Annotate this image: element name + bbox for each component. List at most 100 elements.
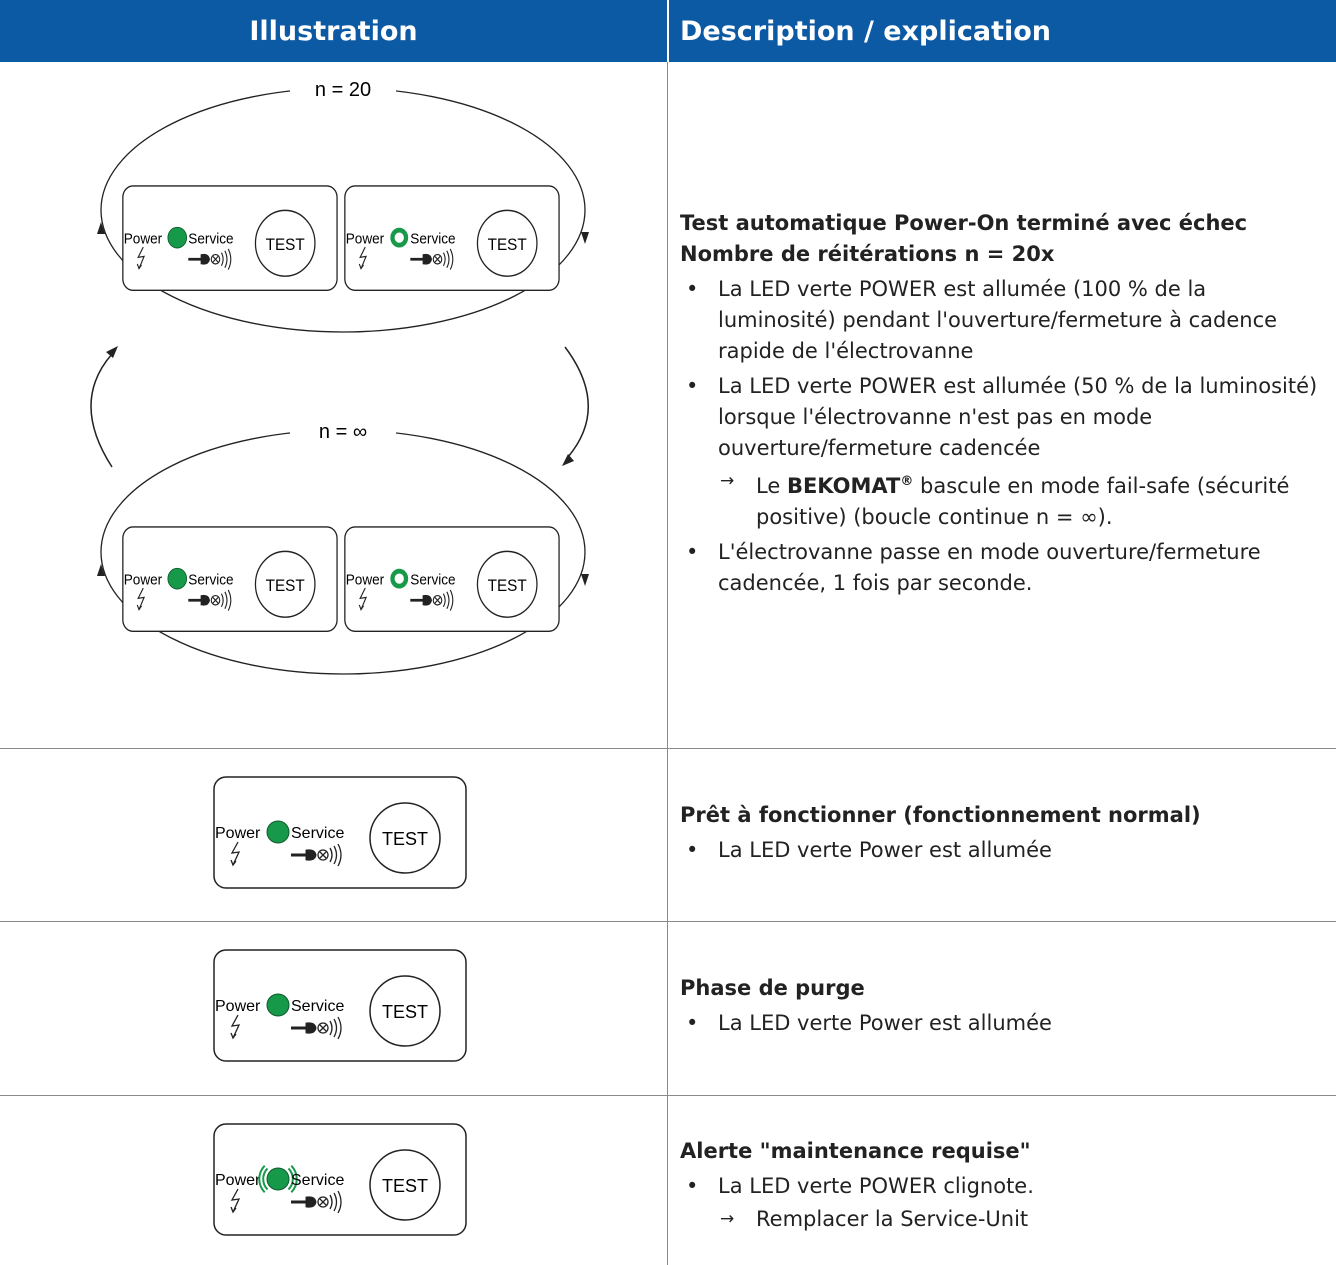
test-button: [369, 975, 441, 1047]
test-label: TEST: [382, 829, 428, 849]
lightning-icon: [230, 1188, 241, 1214]
lightning-icon: [136, 246, 146, 270]
lightning-icon: [136, 587, 146, 611]
test-button: [369, 802, 441, 874]
sub-list: Le BEKOMAT® bascule en mode fail-safe (s…: [718, 466, 1320, 533]
label-gap: [290, 416, 396, 444]
blink-arc: [262, 1167, 269, 1191]
signal-waves: [434, 248, 454, 270]
arrowhead: [581, 232, 589, 244]
signal-icon: [317, 1196, 329, 1208]
bullet-item: La LED verte POWER est allumée (50 % de …: [680, 371, 1320, 533]
bullet-item: La LED verte Power est allumée: [680, 835, 1320, 866]
illustration-cell: n = 20 n = ∞ Power Service TEST Power Service T…: [0, 62, 668, 748]
power-label: Power: [346, 231, 385, 248]
illustration: n = 20 n = ∞ Power Service TEST Power Service T…: [90, 74, 589, 675]
description-title: Phase de purge: [680, 976, 865, 1000]
illustration: Power Service TEST: [213, 949, 467, 1062]
bullet-text: La LED verte POWER est allumée (50 % de …: [718, 373, 1318, 460]
control-panel: Power Service TEST: [213, 949, 467, 1062]
lightning-icon: [358, 246, 368, 270]
bullet-text: L'électrovanne passe en mode ouverture/f…: [718, 539, 1261, 595]
description-title: Test automatique Power-On terminé avec é…: [680, 210, 1248, 235]
signal-waves: [319, 843, 342, 867]
signal-icon: [317, 849, 329, 861]
power-label: Power: [215, 1172, 261, 1189]
bullet-text: La LED verte POWER clignote.: [718, 1174, 1034, 1198]
description-title: Alerte "maintenance requise": [680, 1139, 1031, 1163]
label-gap: [290, 74, 396, 102]
loop-label: n = 20: [315, 79, 371, 101]
control-panel: Power Service TEST: [344, 526, 560, 632]
led: [390, 568, 409, 589]
sub-text: BEKOMAT: [786, 473, 901, 498]
signal-waves: [212, 589, 232, 611]
sub-text: Le: [756, 473, 787, 498]
service-label: Service: [188, 231, 233, 248]
power-label: Power: [124, 572, 163, 589]
led: [266, 820, 290, 844]
header-illustration: Illustration: [0, 0, 667, 62]
service-label: Service: [410, 572, 455, 589]
service-label: Service: [291, 1172, 344, 1189]
wrench-icon: [410, 253, 433, 265]
table-row: n = 20 n = ∞ Power Service TEST Power Service T…: [0, 62, 1336, 749]
bullet-list: La LED verte Power est allumée: [680, 835, 1320, 870]
blink-arc: [290, 1165, 298, 1193]
control-panel: Power Service TEST: [213, 1123, 467, 1236]
bullet-item: La LED verte POWER est allumée (100 % de…: [680, 274, 1320, 367]
service-label: Service: [291, 825, 344, 842]
signal-waves: [212, 248, 232, 270]
wrench-icon: [410, 594, 433, 606]
arrowhead: [562, 454, 574, 466]
description-cell: Prêt à fonctionner (fonctionnement norma…: [680, 748, 1320, 921]
control-panel: Power Service TEST: [344, 185, 560, 291]
bullet-list: La LED verte POWER clignote. Remplacer la…: [680, 1171, 1320, 1239]
bullet-list: La LED verte Power est allumée: [680, 1008, 1320, 1043]
service-label: Service: [291, 998, 344, 1015]
signal-icon: [317, 1022, 329, 1034]
power-label: Power: [215, 825, 261, 842]
table-row: Power Service TEST Phase de purge La LED ver…: [0, 921, 1336, 1096]
control-panel: Power Service TEST: [122, 185, 338, 291]
signal-waves: [319, 1190, 342, 1214]
illustration-cell: Power Service TEST: [0, 748, 668, 921]
wrench-icon: [188, 253, 211, 265]
description-cell: Phase de purge La LED verte Power est all…: [680, 921, 1320, 1095]
arrowhead: [97, 222, 105, 234]
description-cell: Test automatique Power-On terminé avec é…: [680, 62, 1320, 748]
led: [266, 1167, 290, 1191]
lightning-icon: [230, 1014, 241, 1040]
illustration-cell: Power Service TEST: [0, 921, 668, 1095]
cycle-arrow: [90, 353, 113, 468]
description-title: Prêt à fonctionner (fonctionnement norma…: [680, 802, 1201, 827]
signal-icon: [432, 594, 443, 606]
control-panel: Power Service TEST: [122, 526, 338, 632]
signal-waves: [434, 589, 454, 611]
wrench-icon: [291, 1022, 317, 1034]
illustration-cell: Power Service TEST: [0, 1095, 668, 1265]
led: [167, 567, 188, 590]
test-button: [254, 209, 316, 277]
power-label: Power: [215, 998, 261, 1015]
wrench-icon: [291, 849, 317, 861]
description-title: Nombre de réitérations n = 20x: [680, 241, 1055, 266]
sub-item: Le BEKOMAT® bascule en mode fail-safe (s…: [718, 466, 1320, 533]
service-label: Service: [410, 231, 455, 248]
bullet-item: La LED verte Power est allumée: [680, 1008, 1320, 1039]
table-row: Power Service TEST Alerte "maintenance requ…: [0, 1095, 1336, 1265]
illustration: Power Service TEST: [213, 776, 467, 889]
led: [167, 226, 188, 249]
test-button: [476, 550, 538, 618]
signal-icon: [210, 594, 221, 606]
signal-waves: [319, 1016, 342, 1040]
illustration: Power Service TEST: [213, 1123, 467, 1236]
bullet-text: La LED verte POWER est allumée (100 % de…: [718, 276, 1278, 363]
sub-text: bascule en mode fail-safe (sécurité posi…: [756, 473, 1297, 529]
test-label: TEST: [382, 1176, 428, 1196]
lightning-icon: [358, 587, 368, 611]
description-cell: Alerte "maintenance requise" La LED verte…: [680, 1095, 1320, 1265]
bullet-text: La LED verte Power est allumée: [718, 837, 1052, 862]
test-label: TEST: [488, 576, 527, 595]
